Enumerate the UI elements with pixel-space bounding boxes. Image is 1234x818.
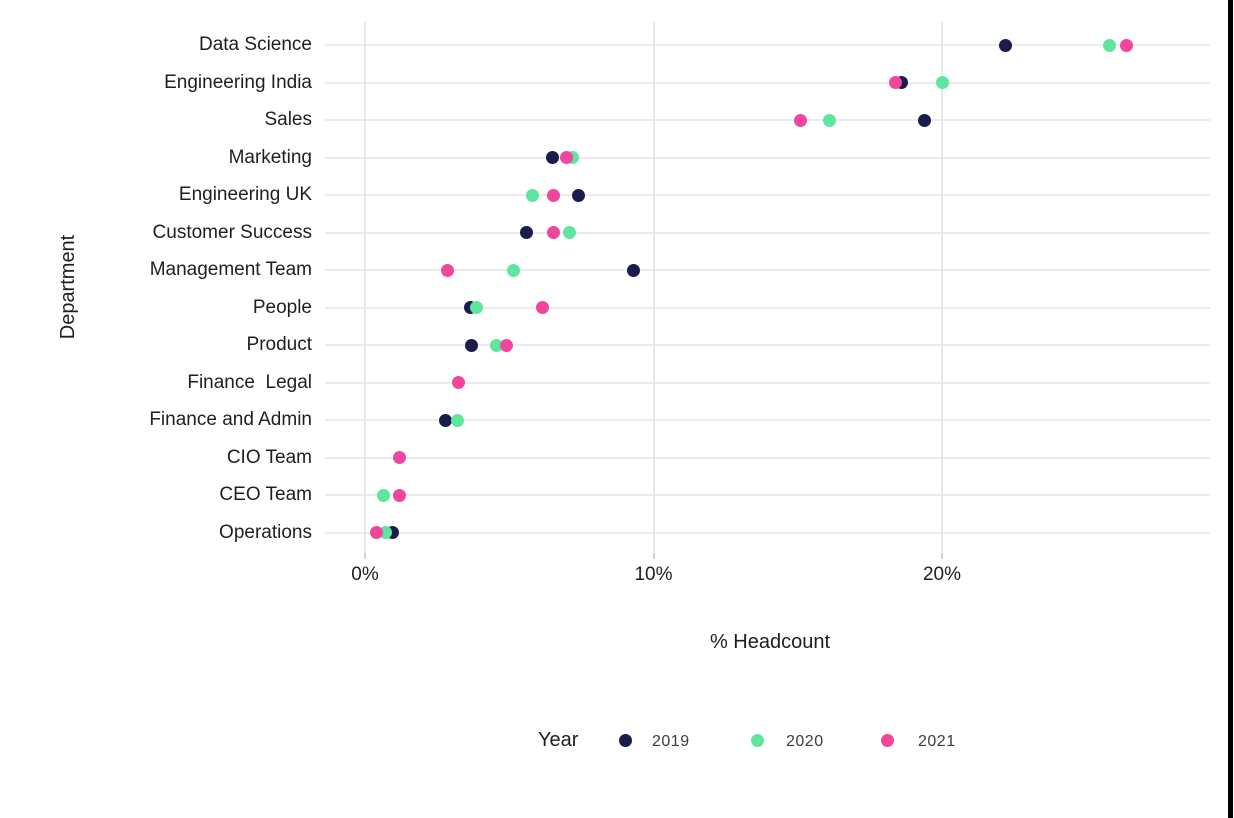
x-axis-title: % Headcount xyxy=(709,631,831,653)
category-label: CEO Team xyxy=(219,484,312,505)
category-label: Product xyxy=(246,334,312,355)
data-point-2021-marketing xyxy=(560,151,574,164)
legend-dot-2019 xyxy=(619,734,632,747)
gridline-horizontal xyxy=(325,456,1210,459)
gridline-horizontal xyxy=(325,494,1210,496)
data-point-2021-operations xyxy=(370,526,384,539)
y-axis-title: Department xyxy=(56,234,79,340)
category-label: Customer Success xyxy=(152,221,312,243)
legend-label-2020: 2020 xyxy=(786,733,824,750)
data-point-2019-customer-success xyxy=(520,226,534,239)
data-point-2019-marketing xyxy=(546,151,560,164)
gridline-horizontal xyxy=(325,156,1210,159)
gridline-vertical xyxy=(941,22,943,553)
data-point-2020-sales xyxy=(822,113,836,127)
data-point-2021-sales xyxy=(794,113,808,127)
data-point-2020-data-science xyxy=(1102,38,1116,52)
gridline-horizontal xyxy=(325,269,1210,271)
category-label: People xyxy=(252,296,312,318)
data-point-2021-customer-success xyxy=(547,226,561,239)
gridline-horizontal xyxy=(325,231,1210,234)
gridline-horizontal xyxy=(325,194,1210,196)
category-label: Sales xyxy=(264,109,312,130)
gridline-horizontal xyxy=(325,344,1210,346)
gridline-vertical xyxy=(364,22,366,553)
data-point-2020-management-team xyxy=(507,263,521,277)
data-point-2020-engineering-uk xyxy=(525,188,539,202)
x-axis-tick-mark xyxy=(364,553,366,559)
legend-dot-2020 xyxy=(751,734,764,747)
data-point-2019-management-team xyxy=(626,263,640,277)
category-label: Management Team xyxy=(149,259,312,280)
data-point-2021-cio-team xyxy=(393,451,407,464)
data-point-2019-product xyxy=(465,338,479,352)
category-label: Data Science xyxy=(198,34,312,55)
legend-dot-2021 xyxy=(881,734,894,747)
gridline-vertical xyxy=(652,22,655,553)
data-point-2020-ceo-team xyxy=(377,488,391,502)
data-point-2021-management-team xyxy=(440,263,454,277)
data-point-2019-data-science xyxy=(998,38,1012,52)
data-point-2020-engineering-india xyxy=(935,76,949,89)
data-point-2020-finance-and-admin xyxy=(450,413,464,427)
category-label: Engineering UK xyxy=(178,184,312,205)
data-point-2021-ceo-team xyxy=(393,488,407,502)
legend-label-2021: 2021 xyxy=(918,733,956,750)
data-point-2020-people xyxy=(469,301,483,314)
x-axis-tick-mark xyxy=(941,553,943,559)
category-label: Engineering India xyxy=(164,71,312,93)
x-tick-label: 20% xyxy=(922,564,962,585)
category-label: Finance Legal xyxy=(187,371,312,393)
data-point-2021-engineering-uk xyxy=(547,188,561,202)
x-tick-label: 10% xyxy=(634,564,673,585)
data-point-2020-product xyxy=(489,338,503,352)
category-label: Finance and Admin xyxy=(149,409,312,430)
data-point-2021-engineering-india xyxy=(889,76,903,89)
data-point-2019-engineering-uk xyxy=(571,188,585,202)
gridline-horizontal xyxy=(325,419,1210,421)
category-label: Operations xyxy=(219,521,312,543)
data-point-2021-people xyxy=(535,301,549,314)
category-label: Marketing xyxy=(228,146,312,168)
data-point-2021-product xyxy=(499,338,513,352)
window-edge-border xyxy=(1228,0,1233,818)
data-point-2019-sales xyxy=(918,113,932,127)
data-point-2021-finance-legal xyxy=(452,376,466,389)
category-label: CIO Team xyxy=(226,446,312,468)
legend-label-2019: 2019 xyxy=(652,733,690,750)
gridline-horizontal xyxy=(325,531,1210,534)
x-tick-label: 0% xyxy=(351,564,379,585)
gridline-horizontal xyxy=(325,44,1210,46)
legend-title: Year xyxy=(538,729,579,751)
x-axis-tick-mark xyxy=(652,553,655,559)
gridline-horizontal xyxy=(325,381,1210,384)
data-point-2020-customer-success xyxy=(563,226,577,239)
gridline-horizontal xyxy=(325,119,1210,121)
data-point-2021-data-science xyxy=(1120,38,1134,52)
data-point-2019-finance-and-admin xyxy=(439,413,453,427)
gridline-horizontal xyxy=(325,81,1210,84)
gridline-horizontal xyxy=(325,306,1210,309)
